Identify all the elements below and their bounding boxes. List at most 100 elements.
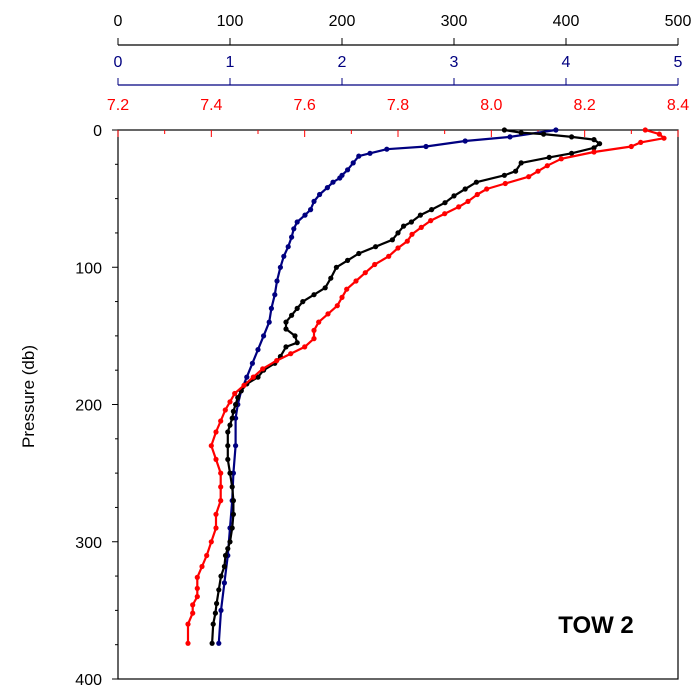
- x-tick-label-red: 7.6: [294, 97, 316, 114]
- data-point-red: [194, 585, 200, 592]
- data-point-black: [230, 498, 236, 504]
- data-point-blue: [337, 175, 343, 181]
- data-point-black: [501, 172, 507, 178]
- series-line-black: [211, 128, 601, 644]
- data-point-black: [225, 546, 231, 552]
- data-point-red: [395, 245, 401, 251]
- data-point-black: [513, 168, 519, 174]
- data-point-black: [501, 127, 507, 133]
- data-point-black: [541, 131, 547, 137]
- data-point-black: [221, 563, 227, 570]
- y-tick-label: 400: [75, 672, 102, 689]
- data-point-red: [362, 270, 368, 276]
- data-point-blue: [384, 146, 390, 152]
- data-point-red: [465, 198, 471, 204]
- data-point-red: [325, 311, 331, 317]
- data-point-red: [428, 218, 434, 224]
- data-point-red: [194, 574, 200, 581]
- y-axis-label: Pressure (db): [19, 345, 38, 448]
- data-point-red: [334, 303, 340, 309]
- data-point-blue: [281, 253, 287, 259]
- data-point-blue: [249, 360, 255, 366]
- data-point-red: [372, 261, 378, 268]
- data-point-red: [302, 344, 308, 350]
- data-point-blue: [553, 127, 559, 133]
- series-line-red: [186, 128, 666, 644]
- data-point-red: [222, 407, 228, 413]
- data-point-black: [518, 130, 524, 136]
- data-point-red: [227, 399, 233, 405]
- data-point-black: [283, 326, 289, 332]
- data-point-blue: [233, 443, 239, 449]
- data-point-blue: [423, 143, 429, 150]
- data-point-black: [283, 344, 289, 350]
- data-point-black: [473, 179, 479, 185]
- data-point-blue: [218, 607, 224, 614]
- data-point-black: [230, 511, 236, 517]
- series-layer: [185, 127, 667, 646]
- data-point-red: [204, 552, 210, 559]
- x-tick-label-blue: 1: [226, 54, 235, 71]
- data-point-red: [218, 418, 224, 424]
- data-point-black: [225, 456, 231, 462]
- labels-layer: Pressure (db) TOW 2: [19, 345, 634, 639]
- data-point-blue: [350, 160, 356, 166]
- data-point-black: [311, 292, 317, 298]
- data-point-red: [409, 231, 415, 237]
- data-point-blue: [291, 226, 297, 232]
- data-point-red: [199, 563, 205, 570]
- data-point-black: [300, 299, 306, 305]
- data-point-blue: [277, 264, 283, 270]
- data-point-black: [210, 621, 216, 627]
- data-point-red: [353, 278, 359, 284]
- data-point-red: [260, 366, 266, 372]
- data-point-black: [289, 312, 295, 318]
- x-tick-label-black: 100: [217, 13, 244, 30]
- data-point-black: [546, 154, 552, 160]
- data-point-red: [194, 594, 200, 600]
- data-point-blue: [244, 374, 250, 380]
- data-point-red: [442, 211, 448, 217]
- data-point-blue: [302, 212, 308, 218]
- data-point-red: [418, 224, 424, 230]
- data-point-black: [591, 145, 597, 151]
- data-point-black: [229, 415, 235, 421]
- data-point-black: [292, 333, 298, 339]
- data-point-red: [190, 602, 196, 608]
- x-tick-label-black: 0: [114, 13, 123, 30]
- data-point-red: [213, 429, 219, 435]
- data-point-red: [558, 156, 564, 162]
- data-point-black: [218, 573, 224, 579]
- data-point-black: [225, 429, 231, 435]
- data-point-red: [502, 180, 508, 187]
- y-tick-label: 0: [93, 123, 102, 140]
- x-tick-label-black: 500: [665, 13, 692, 30]
- data-point-blue: [311, 198, 317, 204]
- data-point-blue: [261, 333, 267, 339]
- data-point-red: [274, 358, 280, 364]
- y-tick-label: 200: [75, 398, 102, 415]
- data-point-black: [569, 150, 575, 156]
- data-point-black: [216, 587, 222, 593]
- data-point-black: [294, 305, 300, 311]
- data-point-black: [389, 237, 395, 243]
- x-tick-label-blue: 3: [450, 54, 459, 71]
- x-tick-label-red: 8.4: [667, 97, 689, 114]
- data-point-black: [322, 285, 328, 291]
- data-point-blue: [294, 219, 300, 225]
- x-tick-label-blue: 2: [338, 54, 347, 71]
- data-point-black: [214, 600, 220, 607]
- data-point-red: [311, 336, 317, 342]
- data-point-black: [229, 525, 235, 531]
- data-point-black: [408, 219, 414, 225]
- data-point-red: [213, 525, 219, 531]
- data-point-black: [597, 141, 603, 147]
- x-tick-label-black: 200: [329, 13, 356, 30]
- data-point-black: [225, 443, 231, 449]
- data-point-black: [591, 137, 597, 143]
- data-point-black: [356, 250, 362, 257]
- data-point-red: [544, 163, 550, 169]
- data-point-red: [185, 621, 191, 627]
- data-point-red: [208, 539, 214, 545]
